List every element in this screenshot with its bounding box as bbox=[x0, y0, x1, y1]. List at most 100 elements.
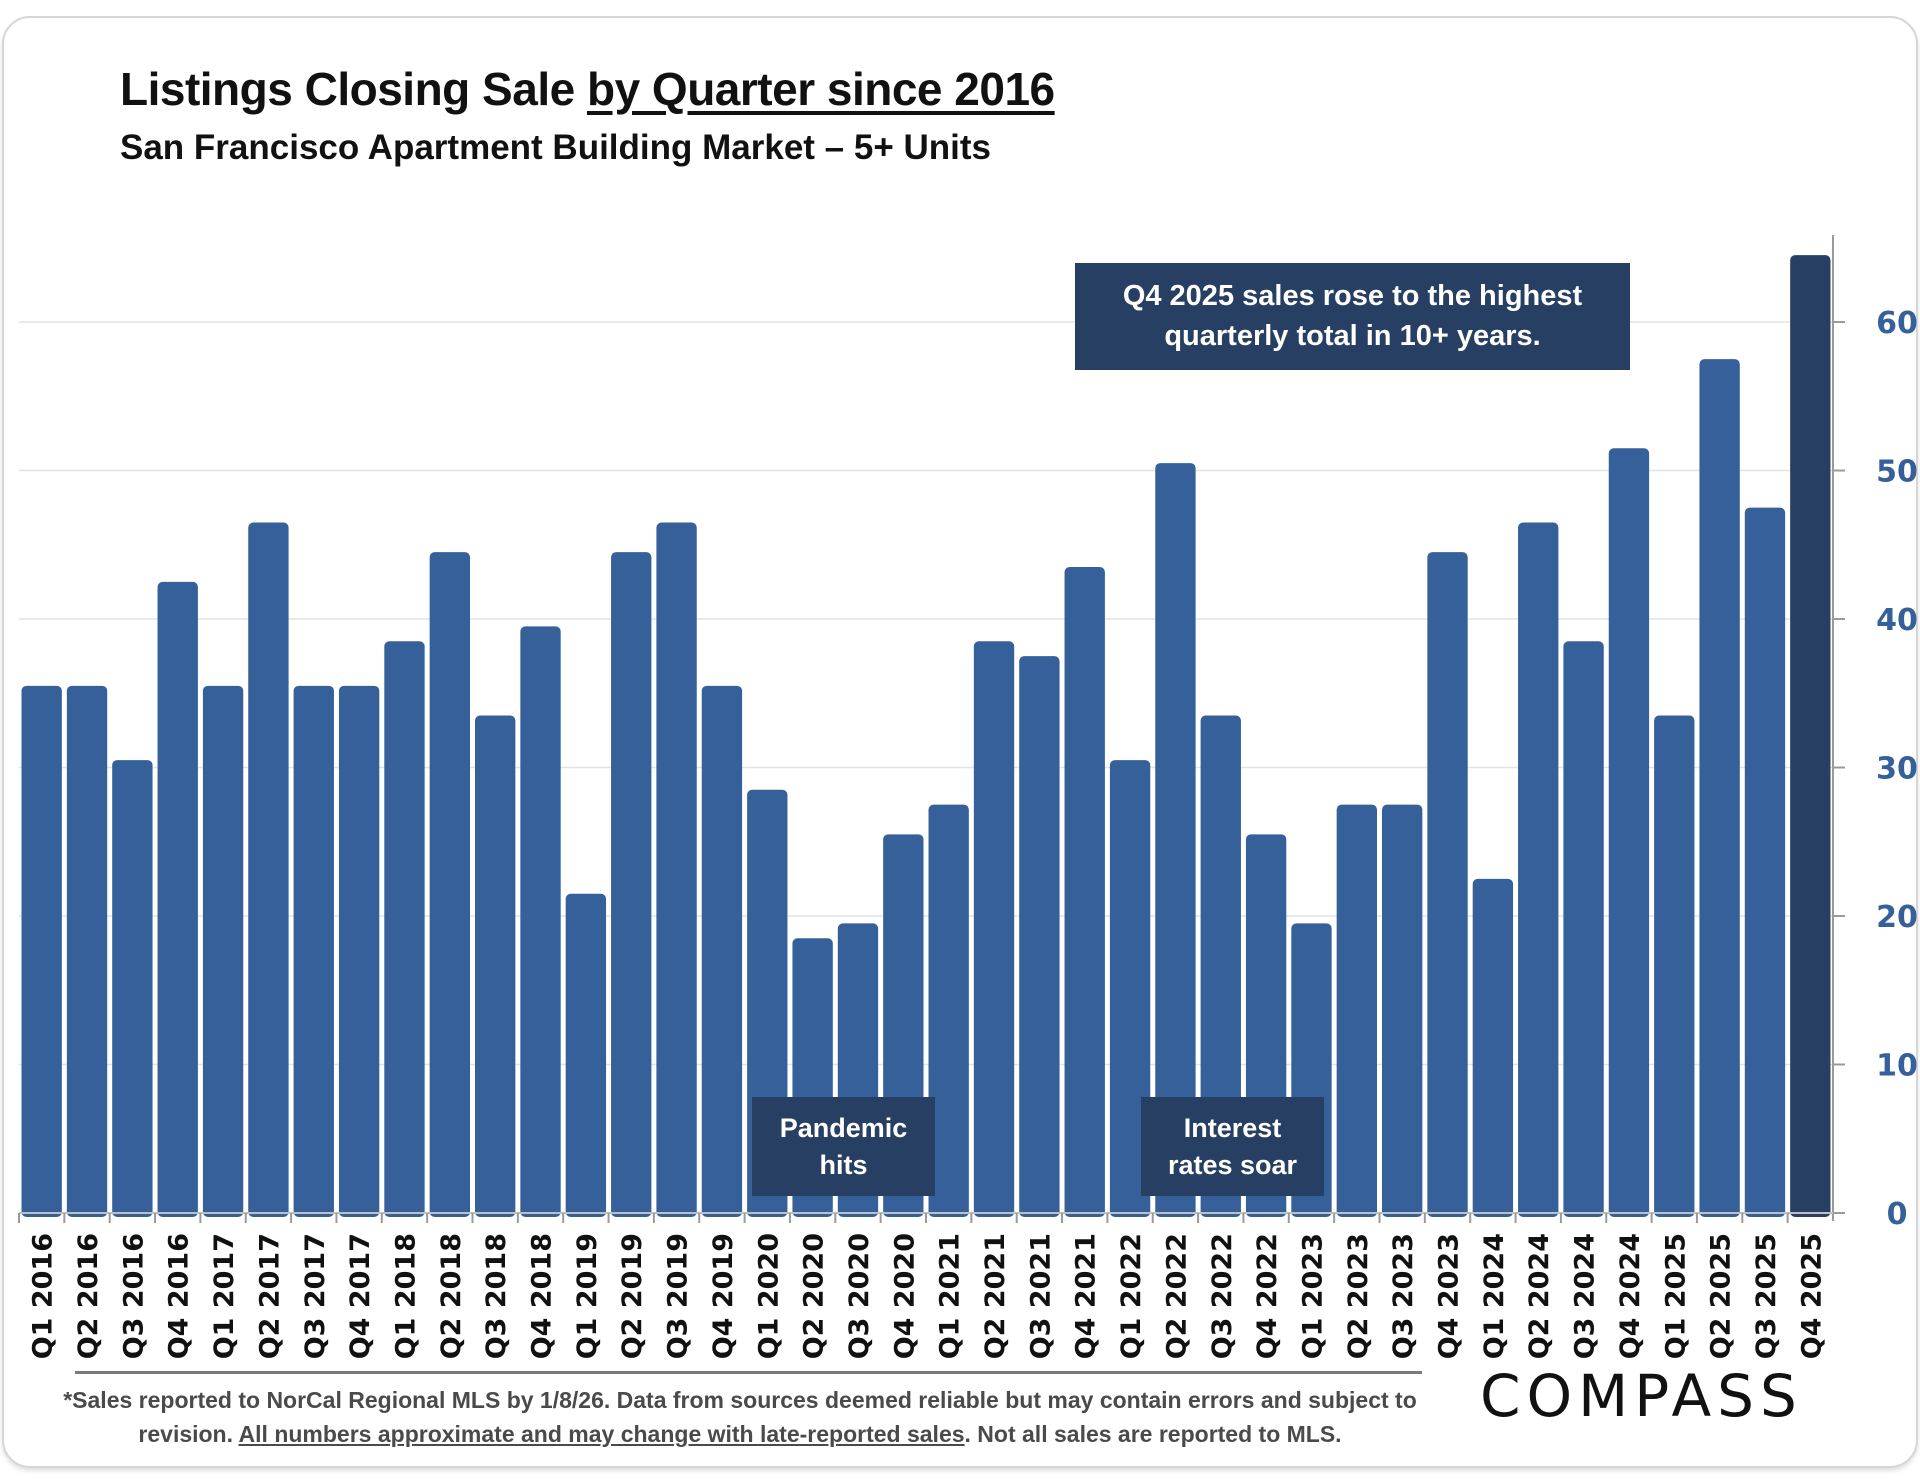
x-tick-label: Q1 2020 bbox=[753, 1233, 784, 1359]
x-tick-label: Q2 2021 bbox=[980, 1233, 1011, 1359]
bar-q3-2018 bbox=[475, 715, 516, 1217]
x-tick-label: Q4 2023 bbox=[1434, 1233, 1465, 1359]
bar-q2-2019 bbox=[611, 552, 652, 1217]
x-tick-label: Q3 2017 bbox=[300, 1233, 331, 1359]
footnote-text-end: . Not all sales are reported to MLS. bbox=[964, 1421, 1342, 1447]
pandemic-callout: Pandemic hits bbox=[752, 1097, 935, 1196]
x-tick-label: Q2 2016 bbox=[73, 1233, 104, 1359]
x-tick-label: Q1 2023 bbox=[1297, 1233, 1328, 1359]
x-tick-label: Q4 2017 bbox=[345, 1233, 376, 1359]
bar-q1-2025 bbox=[1654, 715, 1695, 1217]
interest-rates-callout-line2: rates soar bbox=[1167, 1149, 1298, 1180]
bar-q3-2023 bbox=[1382, 804, 1423, 1217]
x-tick-label: Q3 2023 bbox=[1388, 1233, 1419, 1359]
chart-subtitle: San Francisco Apartment Building Market … bbox=[120, 128, 991, 167]
bar-q3-2022 bbox=[1200, 715, 1241, 1217]
footnote-underlined-text: All numbers approximate and may change w… bbox=[238, 1421, 965, 1447]
bar-q4-2025 bbox=[1790, 255, 1831, 1218]
highlight-callout-line2: quarterly total in 10+ years. bbox=[1164, 319, 1541, 352]
x-tick-label: Q1 2018 bbox=[390, 1233, 421, 1359]
bar-q3-2021 bbox=[1019, 656, 1060, 1217]
x-tick-label: Q1 2022 bbox=[1116, 1233, 1147, 1359]
x-tick-label: Q2 2024 bbox=[1524, 1233, 1555, 1359]
bar-q2-2022 bbox=[1155, 463, 1196, 1217]
interest-rates-callout-line1: Interest bbox=[1183, 1113, 1282, 1144]
x-tick-label: Q2 2017 bbox=[254, 1233, 285, 1359]
x-tick-label: Q1 2025 bbox=[1660, 1233, 1691, 1359]
y-axis: 0 10 20 30 40 50 60 bbox=[18, 235, 1918, 1232]
x-tick-label: Q3 2019 bbox=[663, 1233, 694, 1359]
chart-title: Listings Closing Sale by Quarter since 2… bbox=[120, 62, 1055, 116]
highlight-callout: Q4 2025 sales rose to the highest quarte… bbox=[1075, 263, 1630, 370]
pandemic-callout-line1: Pandemic bbox=[779, 1113, 908, 1144]
x-tick-label: Q3 2025 bbox=[1751, 1233, 1782, 1359]
x-tick-label: Q4 2018 bbox=[527, 1233, 558, 1359]
bar-q4-2018 bbox=[520, 626, 561, 1217]
bar-q4-2019 bbox=[701, 685, 743, 1217]
bar-q3-2024 bbox=[1563, 641, 1604, 1217]
y-tick-label: 0 bbox=[1887, 1197, 1908, 1232]
y-tick-label: 40 bbox=[1876, 603, 1918, 638]
bar-q1-2017 bbox=[202, 685, 244, 1217]
x-tick-label: Q2 2022 bbox=[1161, 1233, 1192, 1359]
bar-q1-2016 bbox=[21, 685, 62, 1217]
y-tick-label: 60 bbox=[1876, 306, 1918, 341]
x-tick-label: Q3 2021 bbox=[1025, 1233, 1056, 1359]
bar-q1-2022 bbox=[1109, 760, 1151, 1217]
x-tick-label: Q1 2024 bbox=[1479, 1233, 1510, 1359]
interest-rates-callout: Interest rates soar bbox=[1141, 1097, 1324, 1196]
x-axis-labels: Q1 2016 Q2 2016 Q3 2016 Q4 2016 Q1 2017 Q2 20… bbox=[28, 1233, 1828, 1359]
x-tick-label: Q1 2016 bbox=[28, 1233, 59, 1359]
x-tick-label: Q2 2019 bbox=[617, 1233, 648, 1359]
bar-q1-2018 bbox=[384, 641, 425, 1217]
y-tick-label: 30 bbox=[1876, 752, 1918, 787]
compass-logo: COMPASS bbox=[1480, 1362, 1803, 1430]
x-tick-label: Q2 2025 bbox=[1706, 1233, 1737, 1359]
x-tick-label: Q3 2018 bbox=[481, 1233, 512, 1359]
bar-q1-2021 bbox=[928, 804, 969, 1217]
footnote: *Sales reported to NorCal Regional MLS b… bbox=[20, 1383, 1460, 1451]
bar-q2-2024 bbox=[1518, 522, 1559, 1217]
x-tick-label: Q4 2021 bbox=[1071, 1233, 1102, 1359]
gridlines bbox=[19, 321, 1833, 1066]
x-tick-label: Q2 2020 bbox=[799, 1233, 830, 1359]
bar-q2-2023 bbox=[1336, 804, 1377, 1217]
x-tick-label: Q3 2016 bbox=[118, 1233, 149, 1359]
x-tick-label: Q1 2017 bbox=[209, 1233, 240, 1359]
title-underlined-text: by Quarter since 2016 bbox=[586, 63, 1055, 115]
x-tick-label: Q4 2020 bbox=[889, 1233, 920, 1359]
bar-q1-2019 bbox=[565, 893, 607, 1217]
x-tick-label: Q1 2019 bbox=[572, 1233, 603, 1359]
y-tick-label: 20 bbox=[1876, 900, 1918, 935]
footnote-text: *Sales reported to NorCal Regional MLS b… bbox=[63, 1387, 1417, 1447]
bar-q4-2024 bbox=[1608, 448, 1650, 1218]
bar-q4-2017 bbox=[338, 685, 380, 1217]
bar-q2-2016 bbox=[66, 685, 108, 1217]
bar-q1-2024 bbox=[1472, 878, 1514, 1217]
bar-q3-2016 bbox=[112, 760, 153, 1217]
x-tick-label: Q4 2025 bbox=[1796, 1233, 1827, 1359]
highlight-callout-line1: Q4 2025 sales rose to the highest bbox=[1122, 280, 1583, 313]
pandemic-callout-line2: hits bbox=[819, 1149, 868, 1180]
x-tick-label: Q4 2024 bbox=[1615, 1233, 1646, 1359]
y-tick-label: 50 bbox=[1876, 455, 1918, 490]
bar-q4-2016 bbox=[157, 581, 198, 1217]
bar-q3-2025 bbox=[1744, 507, 1786, 1217]
x-tick-label: Q4 2022 bbox=[1252, 1233, 1283, 1359]
x-tick-label: Q3 2020 bbox=[844, 1233, 875, 1359]
bar-q3-2019 bbox=[656, 522, 697, 1217]
bar-q4-2023 bbox=[1427, 552, 1468, 1217]
title-text: Listings Closing Sale bbox=[120, 63, 587, 115]
footer-divider bbox=[75, 1371, 1422, 1374]
bar-q2-2025 bbox=[1699, 359, 1740, 1217]
bars bbox=[21, 255, 1831, 1218]
bar-q2-2017 bbox=[248, 522, 289, 1217]
x-tick-label: Q2 2018 bbox=[436, 1233, 467, 1359]
y-tick-label: 10 bbox=[1876, 1049, 1918, 1084]
bar-q2-2021 bbox=[973, 641, 1015, 1217]
x-tick-label: Q2 2023 bbox=[1343, 1233, 1374, 1359]
x-tick-label: Q3 2024 bbox=[1570, 1233, 1601, 1359]
x-tick-label: Q4 2016 bbox=[164, 1233, 195, 1359]
bar-q4-2021 bbox=[1064, 567, 1105, 1217]
x-tick-label: Q1 2021 bbox=[935, 1233, 966, 1359]
